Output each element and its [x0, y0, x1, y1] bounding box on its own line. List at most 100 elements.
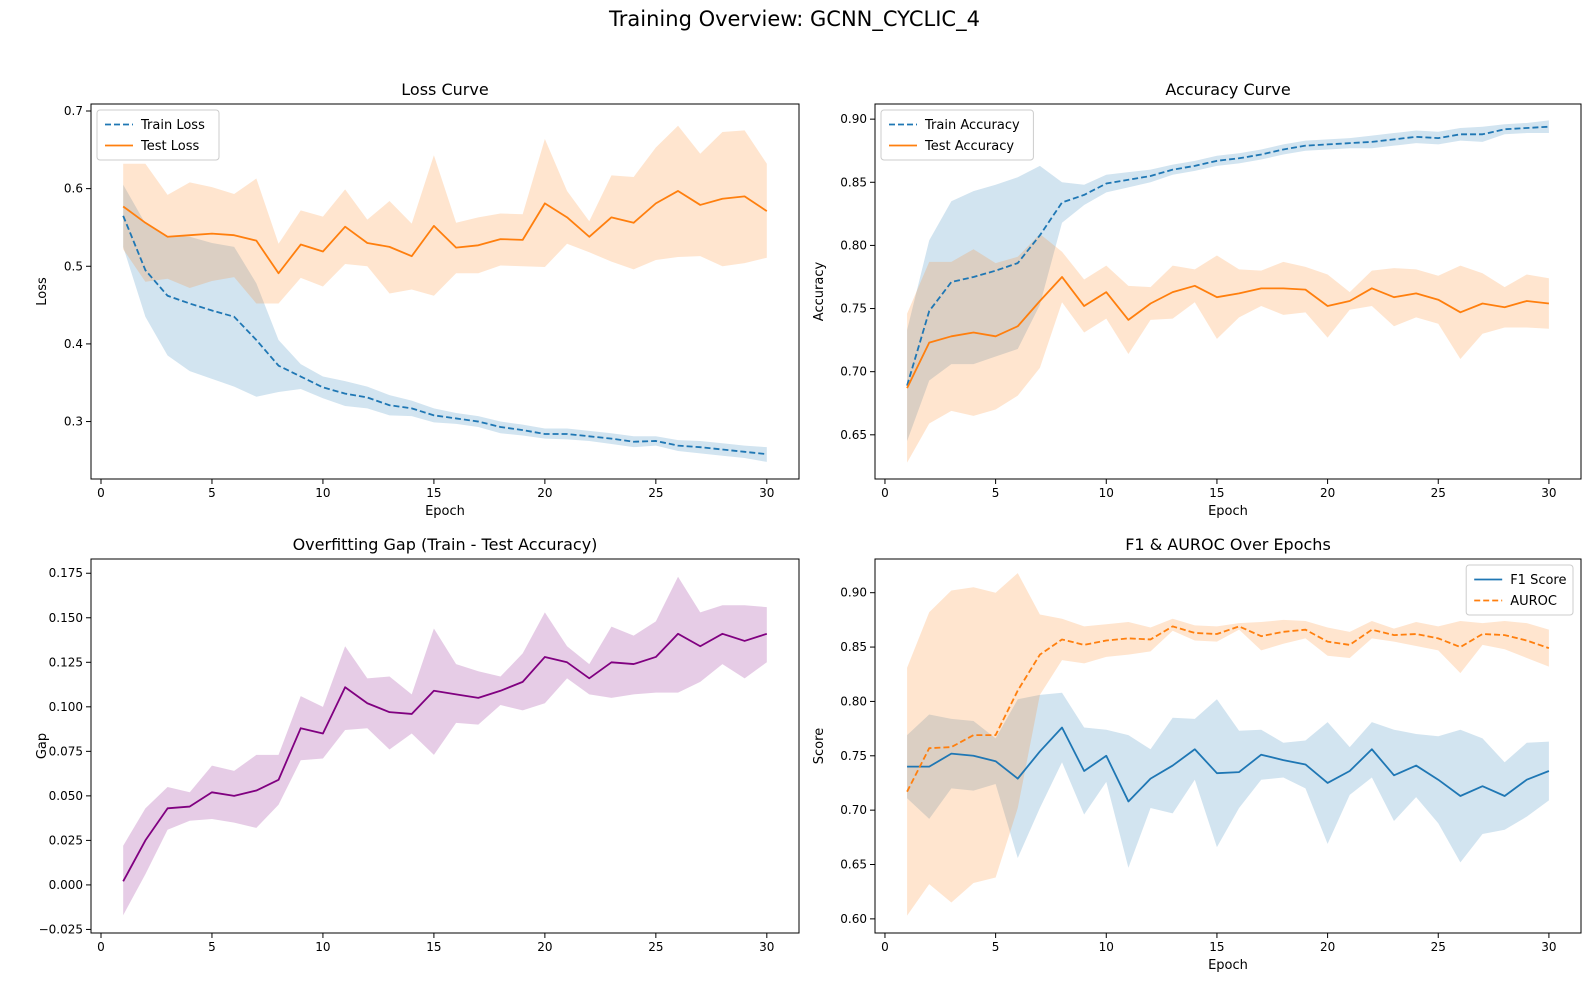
axes-frame — [874, 103, 1582, 480]
series-line-gap — [122, 632, 768, 882]
y-tick-label: 0.4 — [64, 337, 83, 351]
legend-box — [96, 109, 220, 161]
legend-entry-label: Train Loss — [140, 118, 205, 133]
y-tick-label: 0.025 — [49, 833, 83, 847]
x-tick-label: 25 — [1431, 486, 1446, 500]
x-tick-label: 15 — [426, 940, 441, 954]
series-line-auroc — [906, 625, 1550, 793]
y-tick-label: 0.000 — [49, 878, 83, 892]
x-tick-label: 25 — [648, 486, 663, 500]
y-tick-label: 0.3 — [64, 415, 83, 429]
legend-entry-label: AUROC — [1510, 594, 1557, 609]
legend-entry-label: Test Accuracy — [924, 139, 1014, 154]
confidence-band-auroc — [907, 573, 1549, 916]
y-tick-label: 0.125 — [49, 655, 83, 669]
y-tick-label: 0.175 — [49, 566, 83, 580]
x-tick-label: 10 — [315, 940, 330, 954]
y-tick-label: 0.85 — [840, 175, 867, 189]
x-tick-label: 5 — [208, 486, 216, 500]
y-tick-label: 0.70 — [840, 365, 867, 379]
panel-loss: Loss Curve 0 5 10 15 20 25 30 0.3 0.4 0.5 0.6 0.7 Epo… — [35, 80, 800, 519]
confidence-band-gap — [123, 576, 767, 916]
axes-frame — [90, 103, 800, 480]
x-tick-label: 30 — [1541, 486, 1556, 500]
panel-accuracy: Accuracy Curve 0 5 10 15 20 25 30 0.65 0.70 0.75 0.… — [812, 80, 1582, 519]
y-tick-label: 0.100 — [49, 700, 83, 714]
y-tick-label: 0.6 — [64, 182, 83, 196]
y-tick-label: 0.150 — [49, 611, 83, 625]
y-tick-label: 0.75 — [840, 749, 867, 763]
panel-gap: Overfitting Gap (Train - Test Accuracy) 0… — [35, 535, 800, 954]
series-line-train-loss — [122, 215, 767, 456]
legend-entry-label: F1 Score — [1510, 573, 1566, 588]
confidence-band-test-accuracy — [907, 234, 1549, 463]
y-tick-label: 0.75 — [840, 302, 867, 316]
y-axis-label: Accuracy — [812, 262, 827, 322]
y-tick-label: 0.075 — [49, 744, 83, 758]
subplot-title: Accuracy Curve — [1165, 80, 1290, 99]
y-axis-label: Loss — [35, 277, 50, 306]
panel-f1auroc: F1 & AUROC Over Epochs 0 5 10 15 20 25 30 0.60 0.… — [812, 535, 1582, 973]
y-axis-label: Score — [812, 728, 827, 764]
x-tick-label: 20 — [537, 940, 552, 954]
y-tick-label: 0.70 — [840, 803, 867, 817]
axes-frame — [90, 558, 800, 934]
y-tick-label: 0.60 — [840, 912, 867, 926]
confidence-band-test-loss — [123, 125, 767, 304]
y-tick-label: 0.80 — [840, 238, 867, 252]
subplot-title: Loss Curve — [401, 80, 488, 99]
legend: Train Accuracy Test Accuracy — [880, 109, 1034, 161]
x-tick-label: 10 — [315, 486, 330, 500]
legend: Train Loss Test Loss — [96, 109, 220, 161]
legend-box — [1465, 564, 1574, 616]
x-axis-label: Epoch — [1208, 958, 1248, 973]
y-axis-label: Gap — [35, 733, 50, 759]
x-tick-label: 0 — [881, 940, 889, 954]
x-tick-label: 15 — [1209, 940, 1224, 954]
y-tick-label: 0.65 — [840, 858, 867, 872]
x-tick-label: 0 — [97, 940, 105, 954]
x-tick-label: 5 — [208, 940, 216, 954]
y-tick-label: 0.65 — [840, 428, 867, 442]
x-tick-label: 5 — [992, 940, 1000, 954]
x-tick-label: 20 — [537, 486, 552, 500]
x-tick-label: 20 — [1320, 940, 1335, 954]
y-tick-label: 0.90 — [840, 586, 867, 600]
x-tick-label: 10 — [1099, 940, 1114, 954]
legend-entry-label: Train Accuracy — [924, 118, 1020, 133]
subplot-title: F1 & AUROC Over Epochs — [1125, 535, 1331, 554]
x-tick-label: 0 — [881, 486, 889, 500]
subplot-title: Overfitting Gap (Train - Test Accuracy) — [293, 535, 598, 554]
series-line-test-loss — [122, 190, 768, 275]
y-tick-label: 0.90 — [840, 112, 867, 126]
x-tick-label: 5 — [992, 486, 1000, 500]
y-tick-label: 0.5 — [64, 259, 83, 273]
y-tick-label: −0.025 — [39, 922, 83, 936]
x-tick-label: 30 — [1541, 940, 1556, 954]
y-tick-label: 0.050 — [49, 789, 83, 803]
y-tick-label: 0.7 — [64, 104, 83, 118]
x-tick-label: 0 — [97, 486, 105, 500]
axes-frame — [874, 558, 1582, 934]
x-axis-label: Epoch — [1208, 504, 1248, 519]
x-tick-label: 15 — [426, 486, 441, 500]
confidence-band-train-loss — [123, 184, 767, 462]
figure-title: Training Overview: GCNN_CYCLIC_4 — [608, 7, 980, 32]
legend-entry-label: Test Loss — [140, 139, 199, 154]
x-tick-label: 25 — [1431, 940, 1446, 954]
series-line-f1-score — [907, 726, 1550, 803]
y-tick-label: 0.80 — [840, 694, 867, 708]
x-tick-label: 20 — [1320, 486, 1335, 500]
x-axis-label: Epoch — [425, 504, 465, 519]
legend-box — [880, 109, 1034, 161]
x-tick-label: 15 — [1209, 486, 1224, 500]
legend: F1 Score AUROC — [1465, 564, 1574, 616]
x-tick-label: 30 — [759, 486, 774, 500]
x-tick-label: 10 — [1099, 486, 1114, 500]
x-tick-label: 30 — [759, 940, 774, 954]
x-tick-label: 25 — [648, 940, 663, 954]
series-line-test-accuracy — [906, 276, 1550, 389]
y-tick-label: 0.85 — [840, 640, 867, 654]
